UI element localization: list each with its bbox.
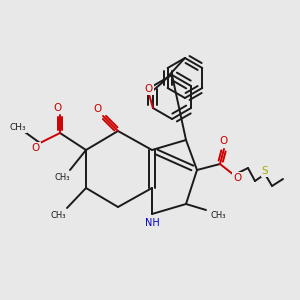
Text: O: O — [145, 84, 153, 94]
Text: O: O — [220, 136, 228, 146]
Text: O: O — [53, 103, 61, 113]
Text: CH₃: CH₃ — [54, 172, 70, 182]
Text: S: S — [262, 166, 268, 176]
Text: O: O — [233, 173, 241, 183]
Text: O: O — [94, 104, 102, 114]
Text: NH: NH — [145, 218, 159, 228]
Text: CH₃: CH₃ — [50, 211, 66, 220]
Text: O: O — [32, 143, 40, 153]
Text: CH₃: CH₃ — [10, 124, 27, 133]
Text: CH₃: CH₃ — [210, 211, 226, 220]
